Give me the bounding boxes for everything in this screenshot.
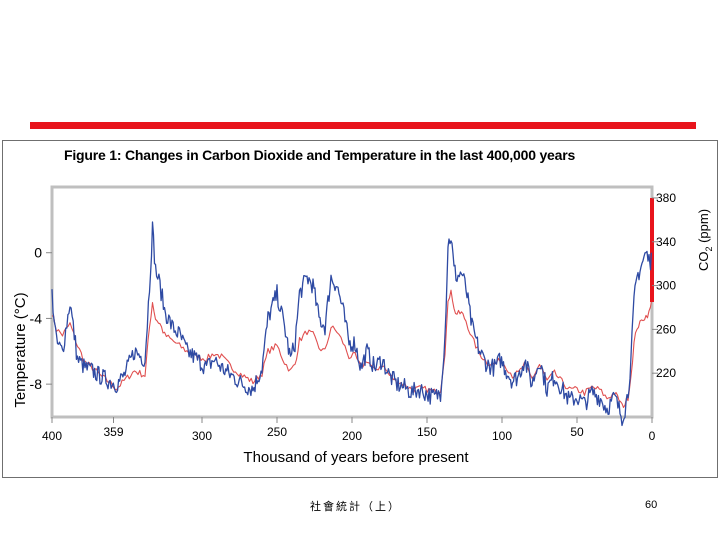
right-axis-label: CO2 (ppm) [696,209,714,271]
right-axis-label-sub: 2 [704,247,714,252]
footer-course-title: 社會統計（上） [310,500,401,513]
x-tick-label-0: 400 [42,429,62,443]
x-tick-label-4: 200 [342,429,362,443]
right-tick-label-3: 260 [656,322,676,336]
left-axis-label: Temperature (°C) [12,292,29,407]
left-tick-label-0: 0 [34,245,42,261]
x-tick-label-2: 300 [192,429,212,443]
right-tick-label-2: 300 [656,279,676,293]
right-axis-label-main: CO [696,252,711,272]
right-tick-label-4: 220 [656,366,676,380]
slide-accent-rule [30,122,696,129]
right-tick-label-1: 340 [656,235,676,249]
x-tick-label-6: 100 [492,429,512,443]
x-tick-label-1: 359 [103,425,123,439]
series-line-0 [51,289,652,409]
right-tick-label-0: 380 [656,191,676,205]
x-tick-label-8: 0 [649,429,656,443]
chart-title: Figure 1: Changes in Carbon Dioxide and … [64,147,576,163]
series-line-2 [51,221,652,427]
left-tick-label-1: -4 [30,310,43,326]
left-tick-label-2: -8 [30,376,43,392]
page-number: 60 [645,499,658,511]
x-tick-label-5: 150 [417,425,437,439]
right-axis-label-unit: (ppm) [696,209,711,247]
x-tick-label-3: 250 [267,425,287,439]
x-tick-label-7: 50 [570,425,584,439]
plot-area [50,185,654,419]
x-axis-label: Thousand of years before present [243,449,469,466]
